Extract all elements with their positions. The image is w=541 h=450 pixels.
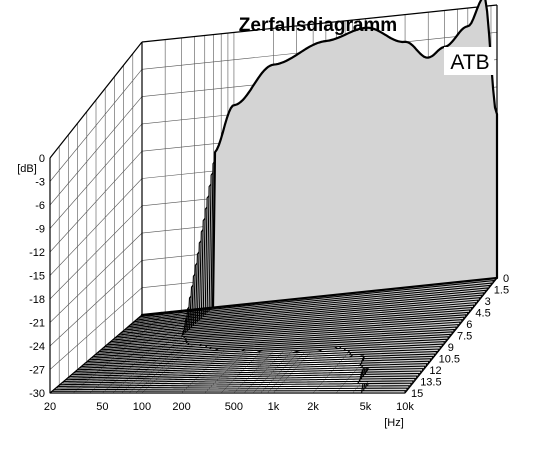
label-box-text: ATB	[450, 51, 489, 74]
z-tick-label: 10.5	[439, 354, 460, 366]
y-tick-label: -27	[29, 365, 45, 377]
z-tick-label: 9	[448, 342, 454, 354]
x-tick-label: 5k	[360, 401, 372, 413]
z-tick-label: 6	[466, 319, 472, 331]
z-tick-label: 12	[429, 365, 441, 377]
z-tick-label: 4.5	[475, 308, 490, 320]
x-axis-label: [Hz]	[384, 417, 404, 429]
frame-edge	[141, 4, 498, 43]
label-box	[444, 47, 494, 75]
decay-slice	[140, 0, 499, 317]
y-tick-label: -12	[29, 247, 45, 259]
chart-title: Zerfallsdiagramm	[239, 15, 397, 36]
y-tick-label: -6	[35, 200, 45, 212]
decay-slices	[49, 0, 499, 394]
y-tick-label: -24	[29, 341, 45, 353]
z-tick-label: 3	[485, 296, 491, 308]
y-axis-label: [dB]	[17, 163, 37, 175]
y-tick-label: -15	[29, 271, 45, 283]
x-tick-label: 20	[44, 401, 56, 413]
y-tick-label: 0	[39, 153, 45, 165]
x-tick-label: 10k	[396, 401, 414, 413]
y-tick-label: -18	[29, 294, 45, 306]
x-tick-label: 500	[225, 401, 243, 413]
x-tick-label: 50	[96, 401, 108, 413]
x-tick-label: 100	[133, 401, 151, 413]
y-tick-label: -30	[29, 388, 45, 400]
z-tick-label: 13.5	[420, 377, 441, 389]
x-tick-label: 200	[172, 401, 190, 413]
z-tick-label: 0	[503, 273, 509, 285]
frame-edge	[49, 41, 143, 159]
z-tick-label: 1.5	[494, 285, 509, 297]
y-tick-label: -21	[29, 318, 45, 330]
z-tick-label: 7.5	[457, 331, 472, 343]
tick-labels: 20 50 100 200 500 1k 2k 5k 10k 0 -3 -6 -9 -12 -15 -18 -2…	[29, 153, 509, 413]
x-tick-label: 2k	[307, 401, 319, 413]
x-tick-label: 1k	[268, 401, 280, 413]
y-tick-label: -3	[35, 177, 45, 189]
z-tick-label: 15	[411, 388, 423, 400]
y-tick-label: -9	[35, 224, 45, 236]
